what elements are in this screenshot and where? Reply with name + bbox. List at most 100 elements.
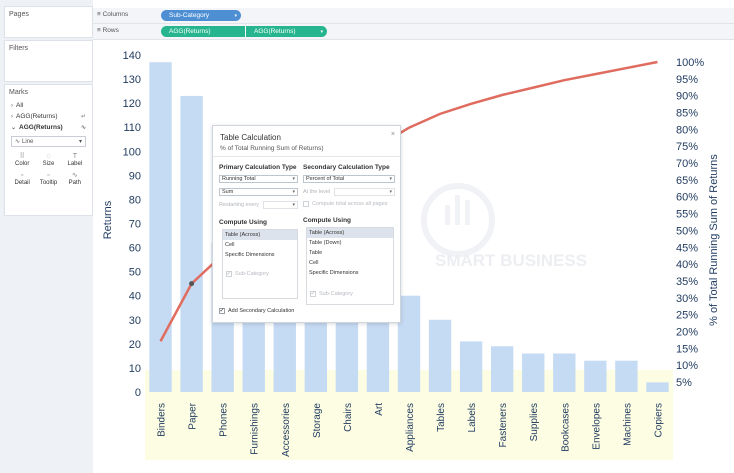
primary-option-cell[interactable]: Cell (225, 241, 235, 248)
bar-labels[interactable] (459, 341, 483, 392)
color-icon: ⠿ (19, 153, 25, 160)
rows-pill-label-2: AGG(Returns) (254, 28, 296, 35)
secondary-calc-type-select[interactable]: Percent of Total ▾ (303, 175, 395, 183)
y-tick-label: 10 (129, 363, 141, 375)
mark-type-dropdown[interactable]: ∿ Line ▾ (11, 136, 86, 147)
bar-binders[interactable] (149, 62, 172, 392)
y2-tick-label: 75% (676, 141, 698, 153)
dropdown-arrow-icon: ▾ (292, 176, 295, 182)
path-button[interactable]: ∿ Path (62, 171, 88, 186)
x-tick-label: Labels (467, 403, 478, 432)
marks-agg-returns-label: AGG(Returns) (16, 113, 58, 120)
marks-all-label: All (16, 102, 24, 109)
dropdown-arrow-icon: ▾ (292, 189, 295, 195)
x-tick-label: Appliances (405, 403, 416, 452)
y2-tick-label: 25% (676, 310, 698, 322)
restarting-every-label: Restarting every (219, 202, 260, 208)
bar-paper[interactable] (180, 95, 203, 392)
rows-pill-agg-returns-1[interactable]: AGG(Returns) (161, 26, 245, 37)
x-axis: Binders Paper Phones Furnishings Accessories… (157, 402, 665, 457)
y-tick-label: 140 (123, 50, 141, 62)
x-tick-label: Phones (219, 403, 230, 437)
primary-dim-label: Sub-Category (235, 271, 269, 277)
color-button[interactable]: ⠿ Color (9, 152, 35, 167)
y2-tick-label: 85% (676, 108, 698, 120)
secondary-option-table-down[interactable]: Table (Down) (309, 239, 342, 246)
primary-option-table-across[interactable]: Table (Across) (223, 230, 297, 240)
line-point (189, 281, 195, 287)
secondary-compute-using-list: Table (Across) Table (Down) Table Cell S… (306, 227, 394, 305)
bar-copiers[interactable] (646, 382, 669, 392)
tooltip-label: Tooltip (39, 180, 58, 186)
dialog-divider (213, 156, 400, 157)
label-button[interactable]: T Label (62, 152, 88, 167)
bar-tables[interactable] (428, 319, 452, 392)
x-tick-label: Chairs (343, 403, 354, 432)
y-tick-label: 80 (129, 194, 141, 206)
primary-agg-select[interactable]: Sum ▾ (219, 188, 298, 196)
secondary-dim-checkbox[interactable]: ✓ Sub-Category (310, 291, 353, 297)
pareto-chart: SMART BUSINESS 0 10 20 30 40 50 60 70 80 90 100 110… (102, 50, 720, 460)
marks-all-row[interactable]: › All (5, 100, 92, 111)
detail-button[interactable]: ▫ Detail (9, 171, 35, 186)
pill-dropdown-icon: ▾ (320, 28, 323, 35)
sort-icon: ↵ (80, 114, 86, 120)
filters-title: Filters (9, 45, 29, 52)
pages-title: Pages (9, 11, 29, 18)
close-icon[interactable]: × (390, 131, 395, 138)
rows-pill-agg-returns-2[interactable]: AGG(Returns) ▾ (245, 26, 327, 37)
y2-tick-label: 5% (676, 377, 692, 389)
x-tick-label: Furnishings (250, 403, 261, 455)
x-tick-label: Copiers (653, 403, 664, 437)
bar-fasteners[interactable] (490, 346, 514, 392)
checkbox-icon: ✓ (226, 271, 232, 277)
primary-option-specific-dimensions[interactable]: Specific Dimensions (225, 251, 275, 258)
y-tick-label: 70 (129, 219, 141, 231)
primary-agg-value: Sum (222, 189, 234, 195)
y-tick-label: 110 (123, 122, 141, 134)
at-the-level-select[interactable]: ▾ (334, 188, 395, 196)
checkbox-checked-icon: ✓ (219, 308, 225, 314)
x-tick-label: Bookcases (560, 403, 571, 452)
x-tick-label: Binders (157, 403, 168, 437)
tooltip-icon: ▫ (47, 172, 50, 179)
columns-pill-sub-category[interactable]: Sub-Category ▾ (161, 10, 241, 21)
y-tick-label: 20 (129, 339, 141, 351)
marks-agg-returns-row[interactable]: › AGG(Returns) ↵ (5, 111, 92, 122)
y2-tick-label: 30% (676, 293, 698, 305)
primary-calc-type-select[interactable]: Running Total ▾ (219, 175, 298, 183)
y2-tick-label: 15% (676, 343, 698, 355)
size-label: Size (42, 161, 55, 167)
secondary-option-cell[interactable]: Cell (309, 259, 319, 266)
compute-total-checkbox[interactable]: Compute total across all pages (303, 201, 388, 207)
add-secondary-calc-checkbox[interactable]: ✓ Add Secondary Calculation (219, 308, 294, 314)
tooltip-button[interactable]: ▫ Tooltip (35, 171, 61, 186)
rows-label: ≡ Rows (97, 27, 119, 34)
x-tick-label: Paper (188, 402, 199, 429)
y-tick-label: 30 (129, 315, 141, 327)
y2-tick-label: 50% (676, 225, 698, 237)
bar-bookcases[interactable] (553, 353, 576, 392)
chevron-down-icon: ⌄ (11, 125, 17, 131)
dropdown-arrow-icon: ▾ (389, 176, 392, 182)
x-tick-label: Art (374, 403, 385, 416)
secondary-option-specific-dimensions[interactable]: Specific Dimensions (309, 269, 359, 276)
dropdown-arrow-icon: ▾ (292, 202, 295, 208)
marks-agg-returns-active-row[interactable]: ⌄ AGG(Returns) ∿ (5, 122, 92, 133)
secondary-option-table[interactable]: Table (309, 249, 323, 256)
y-tick-label: 40 (129, 291, 141, 303)
size-button[interactable]: ◌ Size (35, 152, 61, 167)
pages-card[interactable]: Pages (4, 6, 93, 38)
bar-supplies[interactable] (522, 353, 545, 392)
filters-card[interactable]: Filters (4, 40, 93, 82)
bar-machines[interactable] (615, 360, 638, 392)
bar-envelopes[interactable] (584, 360, 607, 392)
dialog-subtitle: % of Total Running Sum of Returns) (220, 145, 324, 152)
dialog-title: Table Calculation (220, 133, 281, 142)
restarting-every-select[interactable]: ▾ (263, 201, 298, 209)
y2-tick-label: 65% (676, 175, 698, 187)
bar-appliances[interactable] (397, 295, 421, 392)
chevron-right-icon: › (11, 113, 13, 120)
secondary-option-table-across[interactable]: Table (Across) (307, 228, 393, 238)
primary-dim-checkbox[interactable]: ✓ Sub-Category (226, 271, 269, 277)
